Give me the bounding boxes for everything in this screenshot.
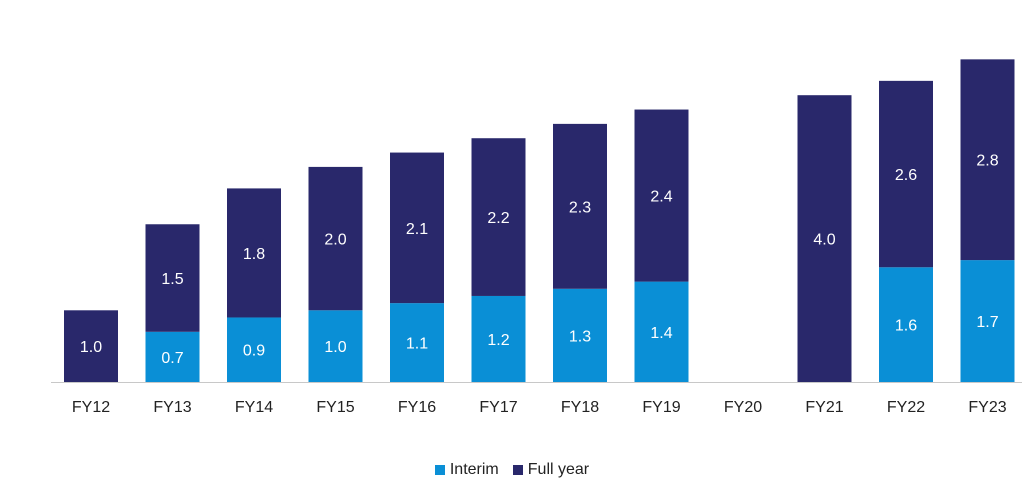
data-label-full-year-fy15: 2.0 xyxy=(324,232,346,249)
bar-full-year-fy15 xyxy=(308,166,363,311)
data-label-full-year-fy17: 2.2 xyxy=(487,210,509,227)
x-tick-label-fy19: FY19 xyxy=(642,399,680,416)
bar-full-year-fy17 xyxy=(471,138,526,296)
x-tick-label-fy13: FY13 xyxy=(153,399,191,416)
bar-interim-fy22 xyxy=(879,267,933,382)
bar-interim-fy23 xyxy=(960,260,1015,382)
legend-item-full-year: Full year xyxy=(512,461,590,479)
bar-interim-fy13 xyxy=(145,331,200,382)
bar-interim-fy19 xyxy=(634,281,689,382)
bar-interim-fy17 xyxy=(471,295,526,382)
data-label-full-year-fy13: 1.5 xyxy=(161,271,183,288)
x-tick-label-fy18: FY18 xyxy=(561,399,599,416)
data-label-interim-fy18: 1.3 xyxy=(569,328,591,345)
data-label-interim-fy16: 1.1 xyxy=(406,336,428,353)
bar-full-year-fy16 xyxy=(390,152,444,304)
bar-interim-fy18 xyxy=(553,288,607,382)
data-label-full-year-fy21: 4.0 xyxy=(813,232,835,249)
bar-full-year-fy23 xyxy=(960,59,1015,261)
x-tick-label-fy21: FY21 xyxy=(805,399,843,416)
data-label-full-year-fy22: 2.6 xyxy=(895,167,917,184)
x-tick-label-fy20: FY20 xyxy=(724,399,762,416)
data-label-full-year-fy23: 2.8 xyxy=(976,153,998,170)
bar-full-year-fy14 xyxy=(227,188,281,318)
data-label-interim-fy19: 1.4 xyxy=(650,325,672,342)
data-label-interim-fy14: 0.9 xyxy=(243,343,265,360)
legend-label-full-year: Full year xyxy=(527,461,590,478)
data-label-full-year-fy12: 1.0 xyxy=(80,339,102,356)
x-tick-label-fy23: FY23 xyxy=(968,399,1006,416)
bar-full-year-fy18 xyxy=(553,123,607,289)
bar-full-year-fy13 xyxy=(145,224,200,332)
legend-item-interim: Interim xyxy=(434,461,499,479)
bar-full-year-fy21 xyxy=(797,95,852,382)
data-label-interim-fy13: 0.7 xyxy=(161,350,183,367)
bar-interim-fy16 xyxy=(390,303,444,382)
data-label-interim-fy15: 1.0 xyxy=(324,339,346,356)
data-label-interim-fy17: 1.2 xyxy=(487,332,509,349)
data-label-full-year-fy16: 2.1 xyxy=(406,221,428,238)
bar-full-year-fy12 xyxy=(64,310,118,382)
x-tick-label-fy14: FY14 xyxy=(235,399,273,416)
bar-full-year-fy22 xyxy=(879,80,933,268)
x-tick-label-fy12: FY12 xyxy=(72,399,110,416)
data-label-interim-fy22: 1.6 xyxy=(895,318,917,335)
legend-swatch-full-year xyxy=(512,465,523,475)
data-label-interim-fy23: 1.7 xyxy=(976,314,998,331)
x-tick-label-fy16: FY16 xyxy=(398,399,436,416)
x-tick-label-fy22: FY22 xyxy=(887,399,925,416)
x-tick-label-fy15: FY15 xyxy=(316,399,354,416)
bar-interim-fy14 xyxy=(227,317,281,382)
bar-full-year-fy19 xyxy=(634,109,689,282)
data-label-full-year-fy14: 1.8 xyxy=(243,246,265,263)
legend-label-interim: Interim xyxy=(449,461,499,478)
data-label-full-year-fy18: 2.3 xyxy=(569,199,591,216)
data-label-full-year-fy19: 2.4 xyxy=(650,189,672,206)
x-tick-label-fy17: FY17 xyxy=(479,399,517,416)
legend: Interim Full year xyxy=(0,461,1024,479)
legend-swatch-interim xyxy=(434,465,445,475)
bar-interim-fy15 xyxy=(308,310,363,382)
